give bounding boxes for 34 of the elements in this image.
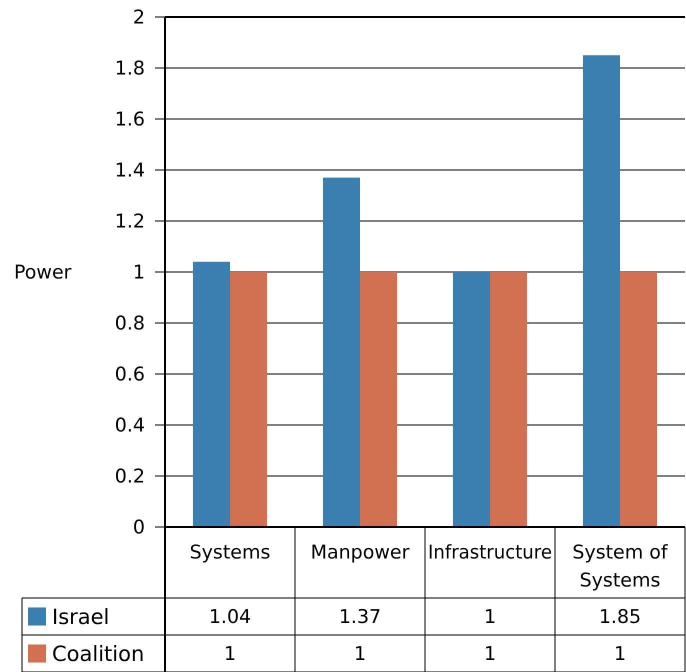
data-label: 1 — [224, 643, 236, 666]
data-label: 1 — [354, 643, 366, 666]
y-tick-label: 1 — [132, 262, 145, 284]
bar — [360, 272, 398, 527]
x-tick-label: Infrastructure — [428, 542, 558, 564]
bar — [192, 262, 230, 527]
y-tick-label: 0 — [132, 516, 145, 539]
y-tick-label: 0.6 — [114, 364, 145, 386]
data-label: 1.04 — [208, 606, 252, 628]
data-label: 1.37 — [338, 606, 382, 628]
y-tick-label: 1.6 — [114, 108, 145, 131]
legend-label: Israel — [52, 604, 110, 629]
x-tick-label: Systems — [190, 542, 270, 564]
y-tick-label: 0.4 — [114, 414, 145, 437]
bar — [452, 272, 490, 527]
y-tick-label: 0.8 — [114, 312, 145, 335]
x-tick-label: System of Systems — [572, 542, 669, 592]
bar — [230, 272, 268, 527]
data-label: 1 — [614, 643, 626, 666]
bar — [322, 178, 360, 527]
bar — [582, 55, 620, 527]
y-tick-label: 2 — [132, 6, 145, 29]
y-tick-label: 1.8 — [114, 58, 145, 80]
data-label: 1 — [484, 643, 496, 666]
y-tick-label: 0.2 — [114, 466, 145, 488]
y-axis-title: Power — [14, 262, 72, 284]
bar — [490, 272, 528, 527]
legend-label: Coalition — [52, 642, 144, 666]
x-tick-label: Manpower — [310, 542, 410, 564]
bar — [620, 272, 658, 527]
data-label: 1 — [484, 606, 496, 628]
y-tick-label: 1.4 — [114, 160, 145, 182]
y-tick-label: 1.2 — [114, 210, 145, 233]
data-label: 1.85 — [598, 606, 642, 628]
